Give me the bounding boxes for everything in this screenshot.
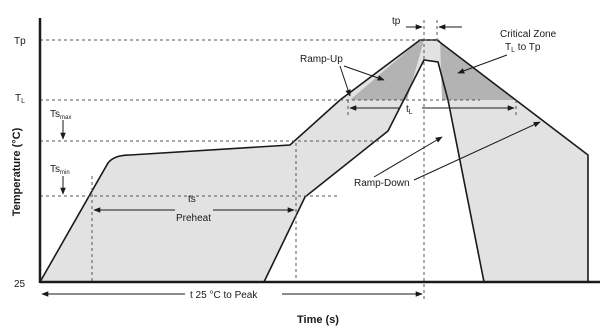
y-tick-25: 25 (14, 279, 26, 290)
profile-band-fill (40, 40, 588, 282)
y-tick-tsmin: Tsmin (50, 164, 70, 176)
y-tick-tsmax: Tsmax (50, 109, 71, 121)
y-tick-tsmin-main: Ts (50, 164, 60, 175)
y-tick-tsmax-sub: max (60, 115, 71, 121)
y-tick-tl-sub: L (21, 98, 25, 105)
ts-label: ts (188, 194, 196, 205)
tl-time-sub: L (409, 109, 413, 116)
critical-zone-fill-left (350, 40, 424, 100)
x-axis-title: Time (s) (297, 314, 339, 326)
critical-zone-l2-rest: to Tp (515, 42, 541, 53)
y-tick-tsmax-main: Ts (50, 109, 60, 120)
profile-upper-curve (39, 39, 589, 283)
y-tick-tp: Tp (14, 36, 26, 47)
preheat-label: Preheat (176, 213, 211, 224)
ramp-up-arrow-1 (343, 65, 385, 81)
ramp-up-arrow-2 (339, 65, 351, 97)
critical-zone-label-2: TL to Tp (505, 42, 541, 54)
ramp-up-label: Ramp-Up (300, 54, 343, 65)
ramp-down-arrow-2 (413, 121, 541, 181)
t25-peak-label: t 25 °C to Peak (190, 290, 258, 301)
critical-zone-l2-main: T (505, 42, 511, 53)
y-tick-tl: TL (15, 93, 25, 105)
ramp-down-label: Ramp-Down (354, 178, 410, 189)
y-axis-title: Temperature (°C) (11, 127, 23, 216)
reference-lines (40, 20, 517, 300)
tl-time-label: tL (406, 104, 413, 116)
tl-time-main: t (406, 104, 409, 115)
y-tick-tsmin-sub: min (60, 170, 70, 176)
ramp-down-arrow-1 (373, 136, 443, 178)
critical-zone-l2-sub: L (511, 47, 515, 54)
tp-label: tp (392, 16, 401, 27)
critical-zone-arrow (457, 54, 508, 74)
y-tick-tl-main: T (15, 93, 21, 104)
critical-zone-label-1: Critical Zone (500, 29, 557, 40)
